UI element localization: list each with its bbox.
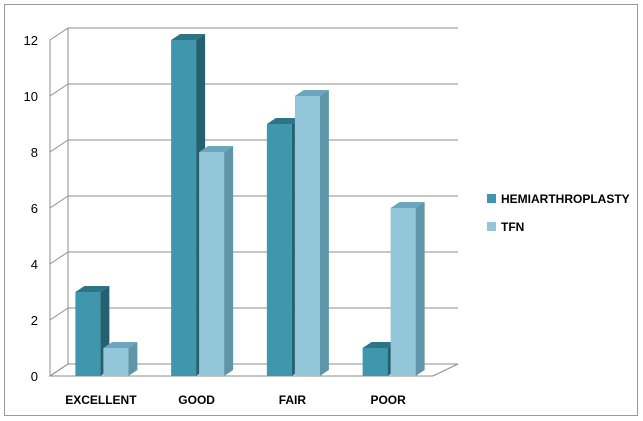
bar-top	[199, 146, 234, 152]
bar-front	[103, 348, 129, 376]
bar-tfn-fair	[294, 90, 329, 376]
y-tick-label: 6	[31, 201, 38, 216]
legend-label-tfn: TFN	[501, 220, 524, 234]
x-tick-label: POOR	[370, 393, 406, 407]
legend-item-tfn: TFN	[487, 220, 524, 234]
bars	[75, 34, 425, 376]
bar-side	[319, 90, 329, 376]
legend-item-hemiarthroplasty: HEMIARTHROPLASTY	[487, 192, 630, 206]
y-tick-label: 10	[24, 89, 38, 104]
bar-front	[362, 348, 388, 376]
bar-top	[103, 342, 138, 348]
bar-hemiarthroplasty-poor	[362, 342, 397, 376]
bar-front	[294, 96, 320, 376]
bar-top	[266, 118, 301, 124]
bar-front	[390, 208, 416, 376]
bar-side	[128, 342, 138, 376]
bar-top	[294, 90, 329, 96]
bar-top	[390, 202, 425, 208]
x-tick-label: GOOD	[178, 393, 215, 407]
y-tick-label: 0	[31, 369, 38, 384]
axis-labels: 0 2 4 6 8 10 12 EXCELLENT GOOD FAIR POOR	[24, 33, 407, 407]
bar-top	[75, 286, 110, 292]
legend-swatch-tfn	[487, 222, 496, 231]
bar-front	[75, 292, 101, 376]
x-tick-label: FAIR	[279, 393, 307, 407]
y-tick-label: 12	[24, 33, 38, 48]
gridline-depth	[49, 195, 69, 209]
gridline-depth	[49, 251, 69, 265]
bar-hemiarthroplasty-excellent	[75, 286, 110, 376]
bar-top	[171, 34, 206, 40]
legend-swatch-hemiarthroplasty	[487, 194, 496, 203]
gridline-depth	[49, 307, 69, 321]
gridline-depth	[49, 83, 69, 97]
legend: HEMIARTHROPLASTY TFN	[487, 192, 630, 234]
y-tick-label: 2	[31, 313, 38, 328]
bar-side	[415, 202, 425, 376]
bar-tfn-good	[199, 146, 234, 376]
bar-hemiarthroplasty-good	[171, 34, 206, 376]
x-tick-label: EXCELLENT	[65, 393, 137, 407]
bar-tfn-excellent	[103, 342, 138, 376]
gridline-depth	[49, 27, 69, 41]
bar-top	[362, 342, 397, 348]
y-tick-label: 4	[31, 257, 38, 272]
bar-tfn-poor	[390, 202, 425, 376]
gridline-depth	[49, 139, 69, 153]
bar-front	[171, 40, 197, 376]
bar-front	[266, 124, 292, 376]
legend-label-hemiarthroplasty: HEMIARTHROPLASTY	[501, 192, 630, 206]
y-tick-label: 8	[31, 145, 38, 160]
bar-side	[224, 146, 234, 376]
axes	[49, 28, 69, 376]
bar-front	[199, 152, 225, 376]
